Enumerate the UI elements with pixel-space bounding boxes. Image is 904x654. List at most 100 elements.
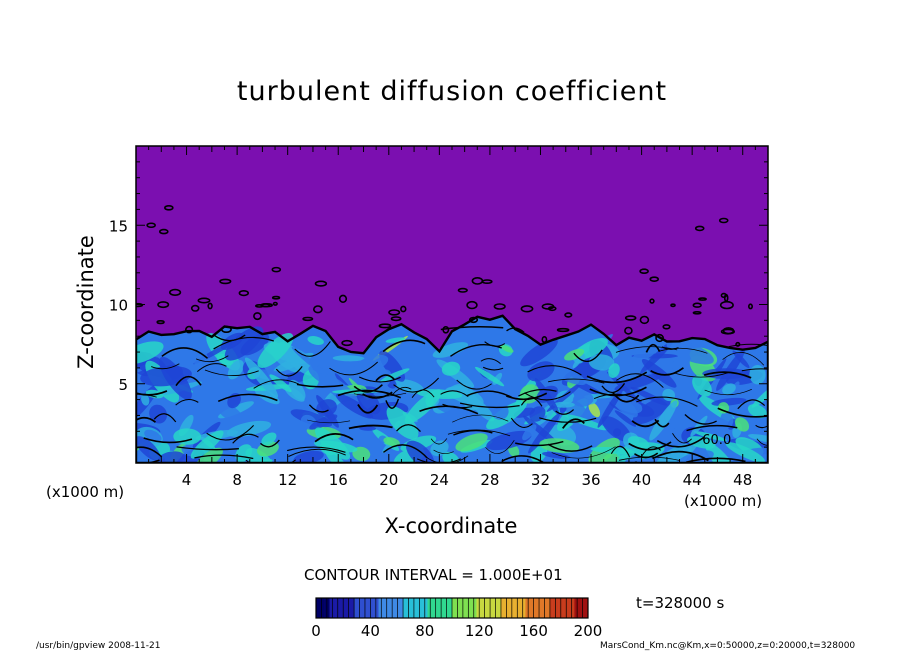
- x-unit-label-right: (x1000 m): [684, 492, 763, 510]
- contour-island: [185, 325, 194, 334]
- contour-island: [520, 305, 534, 313]
- colorbar-segment: [460, 598, 464, 618]
- turbulence-blob: [245, 447, 274, 463]
- colorbar-segment: [446, 598, 450, 618]
- turbulence-blob: [539, 438, 580, 453]
- contour-island: [220, 325, 232, 334]
- contour-island: [146, 222, 156, 229]
- contour-line: [459, 402, 520, 409]
- contour-line: [640, 446, 661, 458]
- colorbar-segment: [413, 598, 417, 618]
- contour-line: [196, 363, 227, 373]
- contour-line: [645, 343, 661, 353]
- contour-line: [524, 391, 571, 401]
- colorbar-segment: [386, 598, 390, 618]
- turbulence-blob: [141, 393, 150, 406]
- contour-island: [723, 293, 729, 303]
- contour-island: [314, 280, 328, 287]
- turbulence-blob: [693, 431, 728, 442]
- colorbar-segment: [351, 598, 355, 618]
- contour-line: [652, 450, 709, 462]
- colorbar-segment: [348, 598, 352, 618]
- contour-line: [348, 424, 393, 430]
- x-axis-label: X-coordinate: [0, 514, 904, 538]
- x-tick-label: 32: [531, 471, 550, 489]
- colorbar-segment: [495, 598, 499, 618]
- contour-line: [610, 445, 631, 458]
- contour-line: [686, 424, 738, 432]
- turbulence-blob: [475, 366, 505, 387]
- contour-island: [260, 303, 271, 308]
- contour-island: [190, 304, 200, 312]
- contour-island: [272, 301, 278, 306]
- colorbar-segment: [541, 598, 545, 618]
- colorbar-segment: [530, 598, 534, 618]
- contour-island: [493, 303, 506, 310]
- contour-line: [151, 363, 180, 370]
- turbulence-blob: [254, 387, 280, 405]
- x-tick-label: 16: [329, 471, 348, 489]
- colorbar-segment: [416, 598, 420, 618]
- contour-line: [375, 374, 395, 382]
- contour-line: [656, 436, 706, 448]
- turbulence-blob: [307, 336, 324, 345]
- colorbar-segment: [378, 598, 382, 618]
- colorbar-tick-label: 80: [415, 622, 434, 640]
- turbulence-blob: [720, 411, 734, 429]
- turbulence-blob: [690, 415, 708, 437]
- contour-line: [573, 349, 603, 362]
- colorbar-segment: [403, 598, 407, 618]
- colorbar-segment: [362, 598, 366, 618]
- turbulence-blob: [332, 355, 365, 362]
- contour-line: [232, 433, 259, 444]
- contour-line: [551, 446, 616, 459]
- colorbar-segment: [568, 598, 572, 618]
- contour-line: [385, 398, 400, 409]
- colorbar-segment: [479, 598, 483, 618]
- colorbar-segment: [484, 598, 488, 618]
- colorbar-segment: [509, 598, 513, 618]
- turbulence-blob: [529, 406, 546, 422]
- colorbar-segment: [354, 598, 358, 618]
- contour-line: [153, 413, 177, 423]
- contour-line: [382, 339, 426, 353]
- colorbar-segment: [389, 598, 393, 618]
- contour-line: [430, 438, 448, 445]
- contour-island: [338, 294, 348, 303]
- contour-island: [720, 328, 736, 335]
- turbulence-blob: [722, 383, 736, 395]
- colorbar-segment: [503, 598, 507, 618]
- contour-island: [253, 312, 262, 321]
- contour-line: [204, 369, 259, 376]
- turbulence-blob: [244, 357, 279, 398]
- turbulence-blob: [749, 365, 766, 385]
- contour-line: [722, 352, 765, 366]
- colorbar-segment: [438, 598, 442, 618]
- contour-line: [392, 386, 412, 395]
- contour-island: [341, 339, 353, 347]
- colorbar-tick-label: 40: [361, 622, 380, 640]
- colorbar-segment: [449, 598, 453, 618]
- contour-line: [654, 418, 670, 428]
- colorbar-segment: [384, 598, 388, 618]
- turbulence-blob: [455, 433, 488, 452]
- turbulence-blob: [348, 369, 354, 378]
- footer-dataset-info: MarsCond_Km.nc@Km,x=0:50000,z=0:20000,t=…: [600, 641, 856, 651]
- contour-line: [357, 404, 379, 414]
- colorbar-segment: [411, 598, 415, 618]
- turbulence-blob: [257, 333, 294, 368]
- contour-island: [649, 276, 660, 282]
- colorbar-segment: [517, 598, 521, 618]
- colorbar-segment: [533, 598, 537, 618]
- colorbar-segment: [316, 598, 320, 618]
- contour-line: [518, 388, 557, 397]
- contour-island: [692, 310, 702, 315]
- colorbar-tick-label: 0: [311, 622, 321, 640]
- contour-island: [466, 300, 478, 310]
- turbulence-blob: [159, 356, 192, 400]
- x-tick-label: 4: [182, 471, 192, 489]
- turbulence-blob: [386, 406, 419, 440]
- turbulence-blob: [314, 440, 358, 453]
- colorbar-segment: [335, 598, 339, 618]
